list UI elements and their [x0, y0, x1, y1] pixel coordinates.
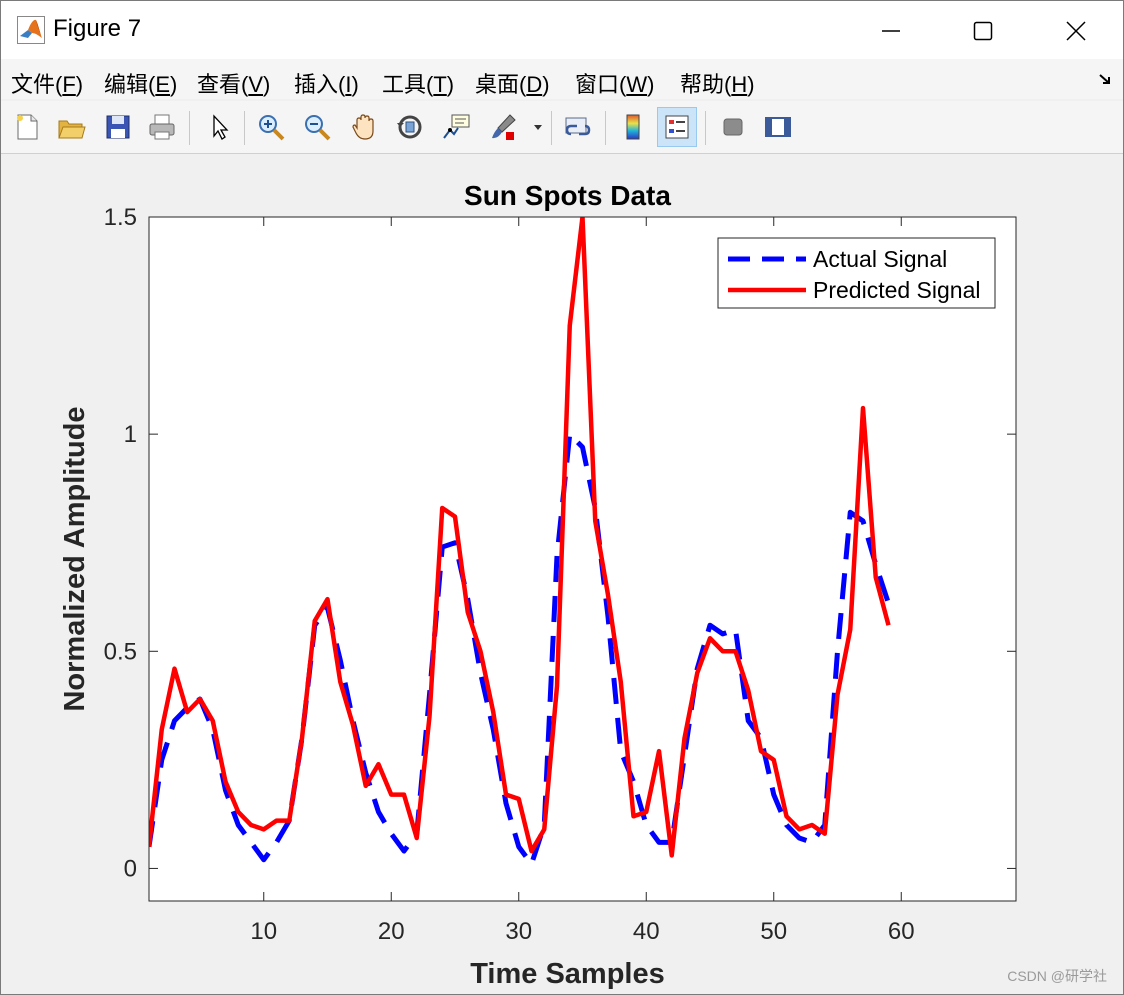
- save-button[interactable]: [98, 107, 138, 147]
- open-file-button[interactable]: [51, 107, 91, 147]
- save-icon: [106, 115, 130, 139]
- chevron-down-icon: [534, 125, 542, 130]
- zoom-out-icon: [305, 115, 331, 141]
- watermark: CSDN @研学社: [1007, 968, 1107, 984]
- edit-plot-button[interactable]: [199, 107, 239, 147]
- rotate-3d-icon: [397, 115, 422, 139]
- brush-icon: [492, 114, 516, 140]
- hide-tools-icon: [723, 118, 743, 136]
- title-bar: Figure 7: [1, 1, 1123, 59]
- toolbar-separator: [189, 111, 190, 145]
- close-icon: [1066, 21, 1086, 41]
- show-plot-tools-button[interactable]: [758, 107, 798, 147]
- toolbar-separator: [244, 111, 245, 145]
- y-tick-label: 1.5: [104, 204, 137, 231]
- dock-panel-icon: [765, 117, 791, 137]
- legend-entry: Actual Signal: [813, 246, 947, 272]
- legend-icon: [665, 115, 689, 139]
- x-axis-label: Time Samples: [470, 958, 665, 990]
- rotate-3d-button[interactable]: [390, 107, 430, 147]
- x-tick-label: 30: [505, 918, 532, 945]
- pan-button[interactable]: [344, 107, 384, 147]
- minimize-button[interactable]: [868, 9, 914, 53]
- insert-legend-button[interactable]: [657, 107, 697, 147]
- link-plot-button[interactable]: [558, 107, 598, 147]
- x-tick-label: 40: [633, 918, 660, 945]
- menu-view[interactable]: 查看(V): [197, 72, 271, 97]
- zoom-in-icon: [259, 115, 285, 141]
- insert-colorbar-button[interactable]: [613, 107, 653, 147]
- menu-bar: 文件(F) 编辑(E) 查看(V) 插入(I) 工具(T) 桌面(D) 窗口(W…: [1, 59, 1123, 99]
- x-tick-label: 60: [888, 918, 915, 945]
- brush-button[interactable]: [483, 107, 523, 147]
- brush-dropdown[interactable]: [529, 107, 547, 147]
- y-tick-label: 0: [124, 855, 137, 882]
- x-tick-label: 50: [760, 918, 787, 945]
- figure-canvas: 10 20 30 40 50 60 0 0.5 1 1.5 Sun Spots Data Time S…: [1, 154, 1123, 994]
- window-title: Figure 7: [53, 15, 142, 42]
- zoom-out-button[interactable]: [297, 107, 337, 147]
- minimize-icon: [882, 30, 900, 32]
- toolbar-separator: [705, 111, 706, 145]
- print-button[interactable]: [142, 107, 182, 147]
- open-folder-icon: [58, 120, 86, 139]
- colorbar-icon: [626, 114, 640, 140]
- x-tick-label: 10: [250, 918, 277, 945]
- print-icon: [149, 114, 175, 140]
- chart-title: Sun Spots Data: [464, 180, 671, 211]
- new-file-button[interactable]: [7, 107, 47, 147]
- data-cursor-icon: [443, 114, 470, 139]
- pan-hand-icon: [352, 114, 374, 140]
- x-tick-label: 20: [378, 918, 405, 945]
- maximize-icon: [973, 21, 993, 41]
- menu-insert[interactable]: 插入(I): [294, 72, 359, 97]
- menu-help[interactable]: 帮助(H): [680, 72, 755, 97]
- axes-box: [148, 216, 1017, 902]
- new-file-icon: [17, 114, 38, 140]
- y-tick-label: 0.5: [104, 638, 137, 665]
- chart[interactable]: 10 20 30 40 50 60 0 0.5 1 1.5 Sun Spots Data Time S…: [1, 154, 1123, 994]
- y-axis-label: Normalized Amplitude: [59, 406, 91, 711]
- matlab-logo-icon: [17, 16, 45, 44]
- menu-edit[interactable]: 编辑(E): [104, 72, 178, 97]
- hide-plot-tools-button[interactable]: [713, 107, 753, 147]
- maximize-button[interactable]: [960, 9, 1006, 53]
- figure-toolbar: [1, 101, 1123, 154]
- menu-tools[interactable]: 工具(T): [382, 72, 455, 97]
- menu-window[interactable]: 窗口(W): [575, 72, 655, 97]
- plot-area: [149, 217, 1016, 901]
- pointer-icon: [213, 114, 229, 140]
- link-plot-icon: [565, 117, 591, 136]
- legend-box: [717, 237, 996, 309]
- toolbar-separator: [551, 111, 552, 145]
- toolbar-separator: [605, 111, 606, 145]
- dock-figure-icon[interactable]: [1097, 71, 1113, 87]
- y-tick-label: 1: [124, 421, 137, 448]
- close-button[interactable]: [1053, 9, 1099, 53]
- legend-entry: Predicted Signal: [813, 277, 981, 303]
- zoom-in-button[interactable]: [251, 107, 291, 147]
- menu-desktop[interactable]: 桌面(D): [475, 72, 550, 97]
- data-cursor-button[interactable]: [437, 107, 477, 147]
- menu-file[interactable]: 文件(F): [11, 72, 84, 97]
